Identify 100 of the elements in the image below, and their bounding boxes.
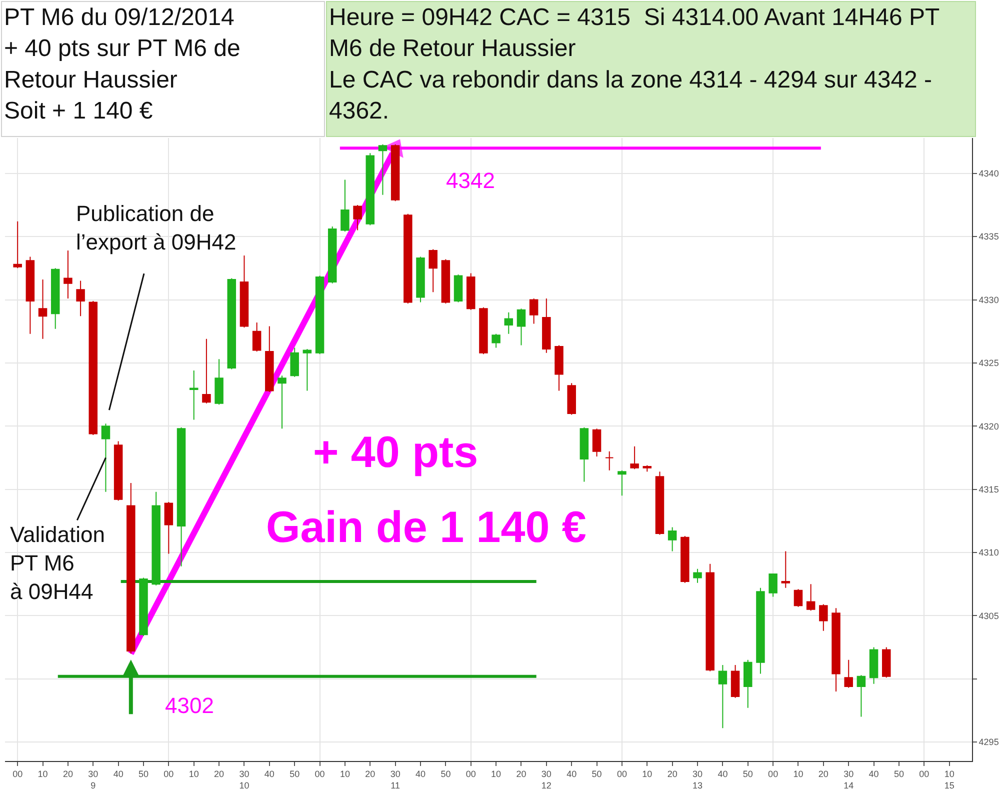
candlestick <box>542 298 551 354</box>
x-tick-label: 00 <box>314 768 325 779</box>
x-tick-label: 20 <box>516 768 526 779</box>
y-tick-label: 4315 <box>978 484 999 494</box>
candlestick <box>50 268 60 330</box>
candlestick <box>139 577 148 636</box>
candlestick <box>101 423 110 492</box>
y-tick-label: 4305 <box>978 610 999 621</box>
x-tick-label: 30 14 <box>844 768 854 790</box>
candlestick <box>227 278 236 370</box>
candlestick <box>214 358 224 406</box>
x-tick-label: 10 <box>491 768 502 779</box>
candlestick <box>38 279 48 340</box>
x-tick-label: 50 <box>440 768 451 779</box>
candlestick <box>819 604 828 632</box>
candlestick <box>13 220 22 269</box>
x-tick-label: 20 <box>214 768 224 779</box>
annotation: 4302 <box>165 693 214 718</box>
x-tick-label: 00 <box>616 768 627 779</box>
candlestick <box>618 470 626 496</box>
candlestick <box>302 348 312 392</box>
candlestick <box>768 573 778 598</box>
candlestick <box>88 300 98 436</box>
candlestick <box>744 659 752 708</box>
candlestick <box>869 646 878 684</box>
candlestick <box>718 664 728 729</box>
y-tick-label: 4335 <box>978 232 999 242</box>
x-tick-label: 10 <box>340 768 350 779</box>
candlestick <box>466 272 476 310</box>
annotation: + 40 pts <box>313 428 478 477</box>
candlestick <box>492 333 500 348</box>
candlestick <box>844 659 853 688</box>
candlestick <box>340 179 350 232</box>
candlestick <box>404 213 412 304</box>
candlestick <box>605 450 614 471</box>
candlestick <box>416 256 425 303</box>
candlestick <box>580 426 589 482</box>
candlestick <box>152 491 160 586</box>
candlestick <box>668 526 677 552</box>
x-tick-label: 50 <box>742 768 753 779</box>
candlestick <box>730 664 740 698</box>
candlestick <box>529 298 538 324</box>
candlestick <box>366 152 375 226</box>
x-tick-label: 20 <box>365 768 376 779</box>
candlestick <box>441 258 450 304</box>
candlestick <box>202 338 211 404</box>
chart-title: PT M6 du 09/12/2014 + 40 pts sur PT M6 de Retour Haussier Soit + 1 140 € <box>4 4 240 125</box>
x-tick-label: 30 13 <box>692 768 703 790</box>
candlestick <box>176 426 186 567</box>
y-tick-label: 4320 <box>978 421 999 432</box>
x-tick-label: 20 <box>62 768 73 779</box>
candlestick <box>554 344 564 392</box>
x-tick-label: 40 <box>264 768 274 779</box>
candlestick <box>114 440 123 502</box>
candlestick <box>630 446 639 470</box>
y-tick-label: 4340 <box>978 168 999 179</box>
x-tick-label: 10 15 <box>944 768 954 790</box>
x-tick-label: 00 <box>919 768 930 779</box>
x-tick-label: 40 <box>868 768 879 779</box>
annotation: Validation PT M6 à 09H44 <box>10 522 105 604</box>
x-tick-label: 20 <box>818 768 828 779</box>
x-tick-label: 40 <box>718 768 728 779</box>
x-tick-label: 00 <box>12 768 23 779</box>
candlestick <box>781 550 790 588</box>
x-tick-label: 50 <box>894 768 904 779</box>
candlestick <box>680 536 690 584</box>
x-tick-label: 00 <box>768 768 778 779</box>
x-tick-label: 10 <box>793 768 804 779</box>
x-tick-label: 40 <box>113 768 124 779</box>
annotation: 4342 <box>446 168 495 193</box>
y-tick-label: 4295 <box>978 737 999 748</box>
candlestick <box>252 322 262 352</box>
candlestick <box>592 428 602 457</box>
candlestick <box>479 306 488 355</box>
candlestick <box>76 280 85 317</box>
x-tick-label: 40 <box>416 768 426 779</box>
x-tick-label: 30 10 <box>239 768 250 790</box>
x-tick-label: 40 <box>566 768 577 779</box>
candlestick <box>240 255 249 328</box>
candlestick <box>353 204 362 231</box>
x-tick-label: 10 <box>188 768 199 779</box>
candlestick <box>315 275 324 355</box>
candlestick <box>328 226 337 284</box>
candlestick <box>567 382 576 416</box>
candlestick <box>693 568 702 584</box>
candlestick <box>390 144 400 202</box>
candlestick <box>428 248 438 293</box>
candlestick <box>504 312 514 334</box>
y-tick-label: 4330 <box>978 294 999 305</box>
candlestick <box>832 608 840 692</box>
candlestick <box>642 464 652 472</box>
chart-subtitle: Heure = 09H42 CAC = 4315 Si 4314.00 Avant 14H46 PT M6 de Retour Haussier Le CAC va rebondir dans la zone 4314 - 4294 sur 4342 - 4362. <box>329 4 940 125</box>
x-tick-label: 00 <box>164 768 174 779</box>
candlestick <box>516 308 526 346</box>
candlestick <box>189 370 198 420</box>
candlestick <box>794 588 803 608</box>
x-tick-label: 10 <box>642 768 652 779</box>
x-tick-label: 50 <box>290 768 300 779</box>
candlestick <box>164 501 174 554</box>
candlestick <box>278 375 286 430</box>
